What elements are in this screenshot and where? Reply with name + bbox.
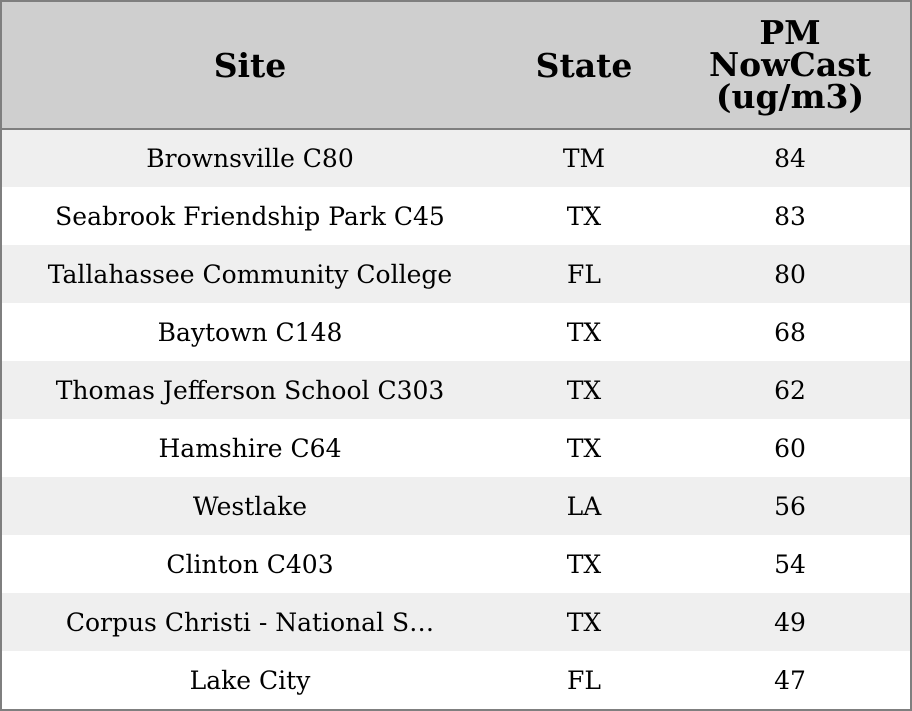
- cell-state: TM: [562, 144, 606, 173]
- cell-state: TX: [566, 549, 602, 579]
- cell-site: Clinton C403: [166, 549, 334, 579]
- column-header-pm-nowcast: PM NowCast (ug/m3): [670, 2, 910, 130]
- cell-site: Westlake: [192, 491, 308, 521]
- cell-state: TX: [566, 607, 602, 637]
- table-row: Lake City FL 47: [2, 651, 910, 709]
- column-header-pm-line-2: NowCast: [708, 45, 872, 84]
- cell-pm-value: 49: [774, 607, 806, 637]
- table-row: Baytown C148 TX 68: [2, 303, 910, 361]
- header-row: Site State PM NowCast (ug/m3): [2, 2, 910, 130]
- table-row: Corpus Christi - National S… TX 49: [2, 593, 910, 651]
- cell-pm-value: 84: [774, 144, 806, 173]
- table-row: Clinton C403 TX 54: [2, 535, 910, 593]
- cell-site: Lake City: [189, 665, 311, 695]
- cell-pm-value: 47: [774, 665, 806, 695]
- cell-site: Tallahassee Community College: [47, 259, 453, 289]
- table-header: Site State PM NowCast (ug/m3): [2, 2, 910, 130]
- cell-pm-value: 80: [774, 259, 806, 289]
- cell-pm-value: 56: [774, 491, 806, 521]
- cell-state: FL: [567, 665, 601, 695]
- cell-site: Hamshire C64: [158, 433, 342, 463]
- cell-pm-value: 83: [774, 201, 806, 231]
- column-header-pm-line-3: (ug/m3): [715, 77, 865, 116]
- table-row: Westlake LA 56: [2, 477, 910, 535]
- cell-state: TX: [566, 317, 602, 347]
- cell-pm-value: 54: [774, 549, 806, 579]
- column-header-site: Site: [2, 2, 498, 130]
- table-row: Brownsville C80 TM 84: [2, 129, 910, 187]
- table-row: Thomas Jefferson School C303 TX 62: [2, 361, 910, 419]
- column-header-state: State: [498, 2, 670, 130]
- cell-site: Seabrook Friendship Park C45: [55, 201, 445, 231]
- table-row: Hamshire C64 TX 60: [2, 419, 910, 477]
- cell-state: LA: [566, 491, 602, 521]
- table-row: Seabrook Friendship Park C45 TX 83: [2, 187, 910, 245]
- cell-pm-value: 60: [774, 433, 806, 463]
- cell-state: TX: [566, 201, 602, 231]
- table-row: Tallahassee Community College FL 80: [2, 245, 910, 303]
- cell-site: Corpus Christi - National S…: [65, 607, 435, 637]
- cell-state: TX: [566, 375, 602, 405]
- cell-pm-value: 68: [774, 317, 806, 347]
- cell-site: Baytown C148: [157, 317, 343, 347]
- cell-site: Thomas Jefferson School C303: [55, 375, 445, 405]
- cell-site: Brownsville C80: [146, 144, 354, 173]
- cell-state: FL: [567, 259, 601, 289]
- cell-state: TX: [566, 433, 602, 463]
- column-header-pm-line-1: PM: [759, 13, 821, 52]
- table-body: Brownsville C80 TM 84 Seabrook Friendship P…: [2, 129, 910, 709]
- cell-pm-value: 62: [774, 375, 806, 405]
